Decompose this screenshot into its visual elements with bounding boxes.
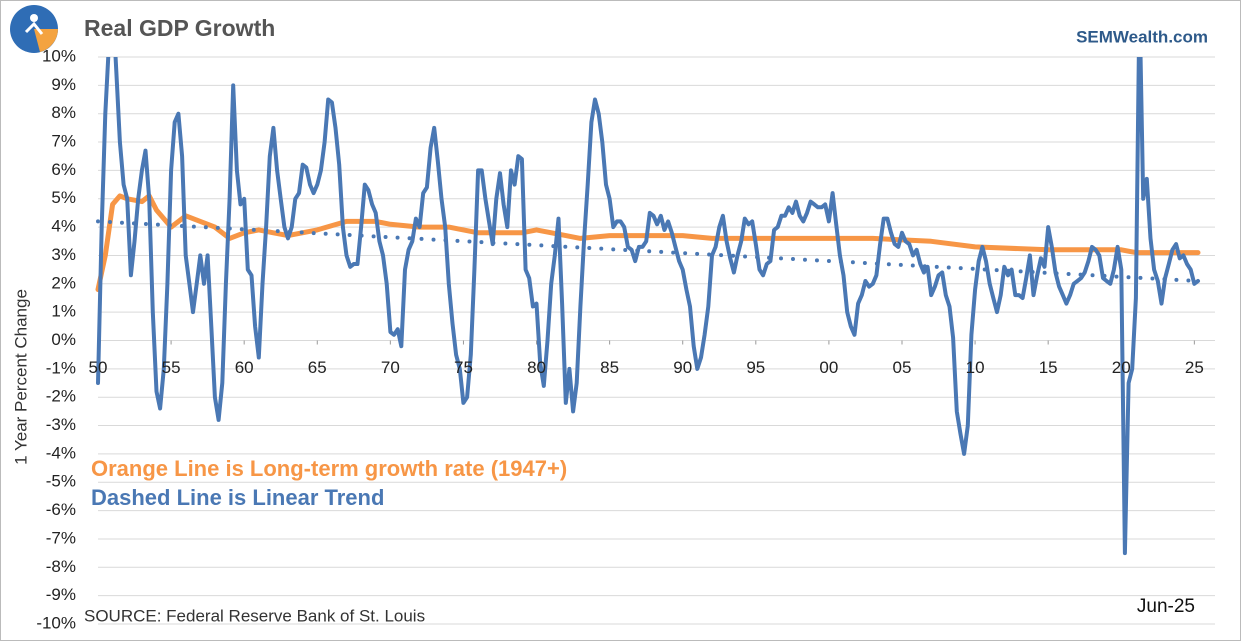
x-tick-label: 85 xyxy=(600,358,619,377)
x-tick-label: 50 xyxy=(89,358,108,377)
y-axis-label: 1 Year Percent Change xyxy=(11,289,30,465)
y-tick-label: -10% xyxy=(36,613,76,632)
y-tick-label: 4% xyxy=(51,217,76,236)
chart-title: Real GDP Growth xyxy=(84,15,275,41)
y-tick-label: 5% xyxy=(51,188,76,207)
x-tick-label: 05 xyxy=(893,358,912,377)
y-tick-label: -5% xyxy=(46,472,76,491)
y-tick-label: 3% xyxy=(51,245,76,264)
x-tick-label: 25 xyxy=(1185,358,1204,377)
x-tick-label: 15 xyxy=(1039,358,1058,377)
y-tick-label: 6% xyxy=(51,160,76,179)
x-tick-label: 80 xyxy=(527,358,546,377)
labels: 10% 9% 8% 7% 6% 5% 4% 3% 2% 1% 0% -1% -2% -3% -4% -5% -6… xyxy=(36,46,1203,632)
x-tick-label: 95 xyxy=(746,358,765,377)
annotation: Orange Line is Long-term growth rate (19… xyxy=(91,456,567,481)
y-tick-label: -7% xyxy=(46,528,76,547)
y-tick-label: 10% xyxy=(42,46,76,65)
y-tick-label: 0% xyxy=(51,330,76,349)
y-tick-label: -8% xyxy=(46,557,76,576)
series-line xyxy=(96,57,1200,556)
x-tick-label: 00 xyxy=(819,358,838,377)
y-tick-label: 2% xyxy=(51,273,76,292)
x-tick-label: 10 xyxy=(966,358,985,377)
x-tick-label: 70 xyxy=(381,358,400,377)
x-tick-label: 90 xyxy=(673,358,692,377)
y-tick-label: 1% xyxy=(51,302,76,321)
annotation: Dashed Line is Linear Trend xyxy=(91,485,384,510)
logo xyxy=(10,5,58,53)
y-tick-label: -3% xyxy=(46,415,76,434)
y-tick-label: -2% xyxy=(46,387,76,406)
x-tick-label: 20 xyxy=(1112,358,1131,377)
y-tick-label: 8% xyxy=(51,103,76,122)
x-tick-label: 75 xyxy=(454,358,473,377)
y-tick-label: -6% xyxy=(46,500,76,519)
x-tick-label: 60 xyxy=(235,358,254,377)
y-tick-label: -4% xyxy=(46,443,76,462)
series-line xyxy=(96,219,1200,283)
plot-area xyxy=(95,57,1201,556)
brand: SEMWealth.com xyxy=(1076,27,1208,46)
y-tick-label: -9% xyxy=(46,585,76,604)
date-label: Jun-25 xyxy=(1137,596,1195,617)
series-line xyxy=(95,193,1201,292)
grid xyxy=(97,56,1215,625)
x-tick-label: 55 xyxy=(162,358,181,377)
x-tick-label: 65 xyxy=(308,358,327,377)
source: SOURCE: Federal Reserve Bank of St. Loui… xyxy=(84,606,425,625)
y-tick-label: -1% xyxy=(46,358,76,377)
y-tick-label: 9% xyxy=(51,75,76,94)
y-tick-label: 7% xyxy=(51,132,76,151)
